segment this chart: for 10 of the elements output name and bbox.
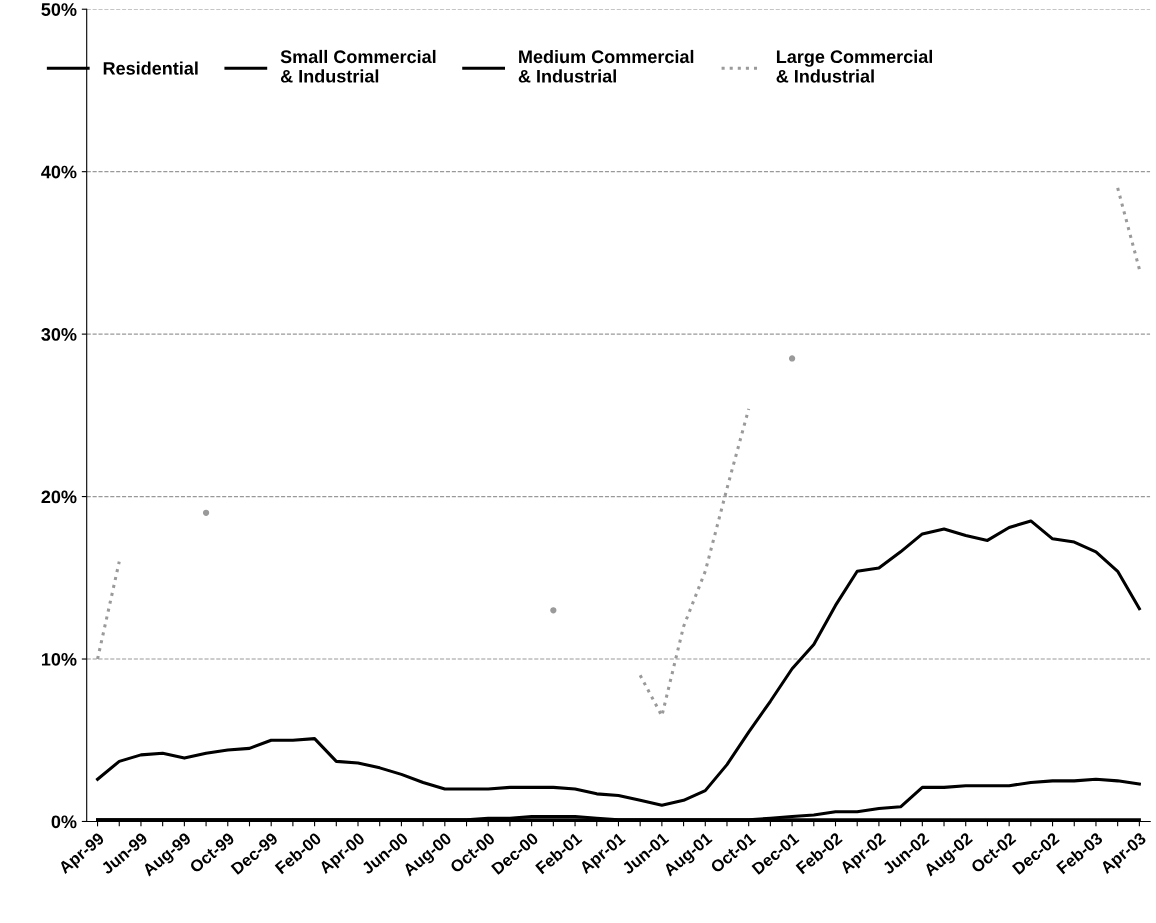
y-tick-label: 20% bbox=[41, 490, 77, 504]
legend-label: Residential bbox=[103, 61, 198, 75]
y-tick-label: 30% bbox=[41, 328, 77, 341]
y-tick-label: 0% bbox=[51, 815, 77, 829]
legend-label: Small Commercial & Industrial bbox=[280, 49, 436, 83]
legend-label: Medium Commercial & Industrial bbox=[518, 49, 694, 83]
y-tick-label: 50% bbox=[41, 3, 77, 16]
y-tick-label: 10% bbox=[41, 652, 77, 666]
y-tick-label: 40% bbox=[41, 165, 77, 179]
legend-label: Large Commercial & Industrial bbox=[776, 49, 933, 83]
